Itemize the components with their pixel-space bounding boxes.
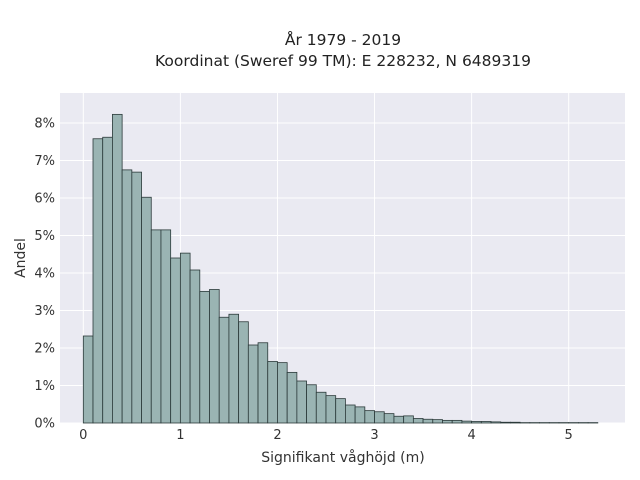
y-axis-title: Andel bbox=[13, 238, 29, 278]
histogram-bar bbox=[412, 418, 424, 424]
histogram-bar bbox=[315, 391, 327, 424]
histogram-bar bbox=[277, 362, 288, 424]
histogram-bar bbox=[422, 418, 434, 424]
histogram-bar bbox=[189, 269, 201, 424]
histogram-bar bbox=[354, 406, 366, 424]
histogram-bar bbox=[345, 404, 356, 424]
histogram-bar bbox=[325, 395, 337, 424]
histogram-bar bbox=[179, 252, 191, 424]
x-tick-label: 3 bbox=[370, 428, 378, 443]
y-tick-label: 0% bbox=[34, 417, 55, 432]
y-tick-label: 1% bbox=[34, 379, 55, 394]
histogram-bar bbox=[228, 313, 240, 424]
histogram-bar bbox=[393, 415, 405, 424]
histogram-bar bbox=[131, 171, 142, 424]
y-tick-label: 6% bbox=[34, 192, 55, 207]
histogram-bar bbox=[150, 229, 162, 424]
y-tick-label: 8% bbox=[34, 117, 55, 132]
x-tick-label: 2 bbox=[273, 428, 281, 443]
histogram-bar bbox=[199, 290, 210, 424]
y-tick-label: 7% bbox=[34, 154, 55, 169]
y-tick-label: 2% bbox=[34, 342, 55, 357]
histogram-bar bbox=[471, 421, 482, 424]
histogram-bar bbox=[510, 421, 521, 424]
histogram-bar bbox=[500, 421, 511, 424]
x-tick-label: 5 bbox=[565, 428, 573, 443]
histogram-bar bbox=[160, 229, 172, 424]
histogram-bar bbox=[121, 169, 133, 424]
histogram-bar bbox=[218, 316, 230, 424]
histogram-bar bbox=[461, 420, 473, 424]
x-tick-label: 0 bbox=[79, 428, 87, 443]
y-tick-label: 4% bbox=[34, 267, 55, 282]
histogram-bar bbox=[480, 421, 492, 424]
histogram-bar bbox=[112, 113, 123, 424]
chart-title-line-2: Koordinat (Sweref 99 TM): E 228232, N 64… bbox=[155, 52, 531, 70]
histogram-bar bbox=[374, 411, 385, 424]
histogram-bar bbox=[92, 138, 104, 424]
chart-title-line-1: År 1979 - 2019 bbox=[285, 30, 401, 49]
x-tick-label: 1 bbox=[176, 428, 184, 443]
histogram-bar bbox=[238, 321, 249, 424]
histogram-bar bbox=[267, 361, 278, 424]
histogram-bar bbox=[247, 344, 259, 424]
histogram-bar bbox=[442, 419, 453, 424]
histogram-bar bbox=[141, 196, 152, 424]
histogram-bar bbox=[403, 415, 414, 424]
x-tick-label: 4 bbox=[467, 428, 475, 443]
histogram-bar bbox=[335, 398, 346, 424]
histogram-bar bbox=[257, 342, 269, 424]
histogram-bar bbox=[102, 136, 113, 424]
histogram-bar bbox=[432, 419, 443, 424]
histogram-bar bbox=[286, 371, 298, 424]
histogram-bar bbox=[451, 419, 463, 424]
y-tick-label: 5% bbox=[34, 229, 55, 244]
x-axis-title: Signifikant våghöjd (m) bbox=[261, 449, 424, 466]
histogram-bar bbox=[82, 335, 94, 424]
histogram-bar bbox=[490, 421, 502, 424]
histogram-bars bbox=[82, 113, 599, 424]
y-tick-label: 3% bbox=[34, 304, 55, 319]
histogram-bar bbox=[306, 384, 317, 424]
histogram-bar bbox=[209, 289, 220, 424]
y-tick-labels: 0% 1% 2% 3% 4% 5% 6% 7% 8% bbox=[34, 117, 55, 432]
histogram-bar bbox=[296, 380, 307, 424]
histogram-bar bbox=[383, 413, 395, 424]
histogram-bar bbox=[364, 410, 375, 424]
histogram-bar bbox=[170, 257, 181, 424]
x-tick-labels: 0 1 2 3 4 5 bbox=[79, 428, 573, 443]
